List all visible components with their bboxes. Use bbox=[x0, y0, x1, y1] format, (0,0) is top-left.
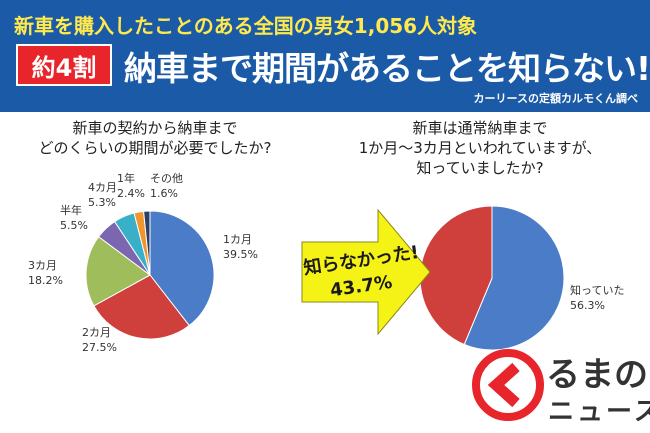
label-halfyear: 半年 5.5% bbox=[60, 203, 88, 233]
label-4month-category: 4カ月 bbox=[88, 181, 117, 194]
period-slice-6 bbox=[143, 210, 151, 276]
headline-badge: 約4割 bbox=[16, 44, 112, 86]
label-knew: 知っていた 56.3% bbox=[570, 283, 624, 313]
header-banner: 新車を購入したことのある全国の男女1,056人対象 約4割 納車まで期間があるこ… bbox=[0, 0, 650, 112]
label-halfyear-category: 半年 bbox=[60, 204, 82, 217]
label-4month-value: 5.3% bbox=[88, 196, 116, 209]
label-other-category: その他 bbox=[150, 172, 183, 185]
label-1year-value: 2.4% bbox=[117, 187, 145, 200]
label-1year-category: 1年 bbox=[117, 172, 135, 185]
arrow-callout: 知らなかった! 43.7% bbox=[301, 208, 431, 336]
right-question: 新車は通常納車まで 1か月〜3カ月といわれていますが、 知っていましたか? bbox=[350, 118, 610, 178]
right-question-line-2: 1か月〜3カ月といわれていますが、 bbox=[358, 139, 602, 157]
left-question-line-2: どのくらいの期間が必要でしたか? bbox=[38, 139, 272, 157]
label-4month: 4カ月 5.3% bbox=[88, 180, 117, 210]
label-3month: 3カ月 18.2% bbox=[28, 258, 63, 288]
headline-title: 納車まで期間があることを知らない! bbox=[124, 49, 650, 88]
label-knew-value: 56.3% bbox=[570, 299, 605, 312]
label-2month-value: 27.5% bbox=[82, 341, 117, 354]
label-other: その他 1.6% bbox=[150, 171, 183, 201]
source-credit: カーリースの定額カルモくん調べ bbox=[473, 92, 638, 105]
label-2month-category: 2カ月 bbox=[82, 326, 111, 339]
label-other-value: 1.6% bbox=[150, 187, 178, 200]
label-1month: 1カ月 39.5% bbox=[223, 232, 258, 262]
label-halfyear-value: 5.5% bbox=[60, 219, 88, 232]
brand-text-top: るまの bbox=[546, 355, 648, 395]
awareness-slice-0 bbox=[463, 205, 565, 351]
label-knew-category: 知っていた bbox=[570, 284, 625, 297]
brand-logo: るまの ニュース bbox=[472, 345, 650, 433]
label-1month-category: 1カ月 bbox=[223, 233, 252, 246]
label-1year: 1年 2.4% bbox=[117, 171, 145, 201]
pie-chart-period bbox=[85, 210, 215, 340]
left-question: 新車の契約から納車まで どのくらいの期間が必要でしたか? bbox=[30, 118, 280, 158]
survey-subtitle: 新車を購入したことのある全国の男女1,056人対象 bbox=[14, 14, 478, 38]
right-question-line-1: 新車は通常納車まで bbox=[412, 119, 548, 137]
label-1month-value: 39.5% bbox=[223, 248, 258, 261]
label-3month-category: 3カ月 bbox=[28, 259, 57, 272]
brand-chevron-icon bbox=[472, 349, 544, 421]
period-slice-0 bbox=[149, 210, 215, 327]
arrow-shape bbox=[301, 208, 431, 336]
period-slice-2 bbox=[85, 236, 151, 307]
label-2month: 2カ月 27.5% bbox=[82, 325, 117, 355]
period-slice-1 bbox=[93, 274, 190, 340]
label-3month-value: 18.2% bbox=[28, 274, 63, 287]
pie-chart-awareness bbox=[419, 205, 565, 351]
brand-text-bottom: ニュース bbox=[548, 397, 650, 427]
left-question-line-1: 新車の契約から納車まで bbox=[72, 119, 238, 137]
right-question-line-3: 知っていましたか? bbox=[416, 159, 544, 177]
